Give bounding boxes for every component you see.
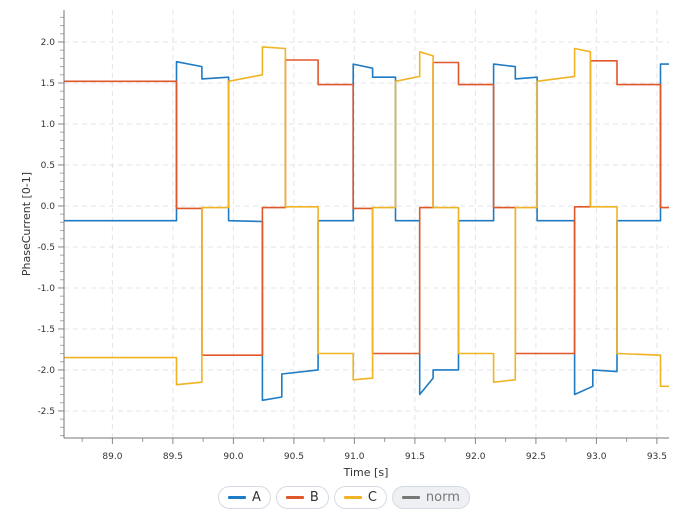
series-line-c bbox=[64, 46, 669, 388]
x-tick-label: 92.5 bbox=[526, 452, 546, 462]
legend: A B C norm bbox=[218, 486, 470, 509]
x-tick-label: 90.5 bbox=[284, 452, 304, 462]
x-axis-label: Time [s] bbox=[343, 466, 389, 479]
x-tick-label: 89.0 bbox=[102, 452, 122, 462]
legend-swatch bbox=[343, 496, 362, 499]
y-tick-label: 0.0 bbox=[41, 202, 56, 212]
legend-label: A bbox=[252, 490, 261, 505]
series-line-b bbox=[64, 59, 669, 356]
legend-swatch bbox=[228, 496, 246, 499]
grid bbox=[64, 10, 669, 438]
legend-item-norm[interactable]: norm bbox=[391, 486, 470, 509]
legend-label: C bbox=[367, 490, 377, 505]
y-tick-label: 2.0 bbox=[41, 38, 56, 48]
legend-label: B bbox=[309, 490, 319, 505]
legend-item-a[interactable]: A bbox=[218, 486, 271, 509]
y-tick-label: -1.0 bbox=[37, 284, 55, 294]
x-tick-label: 92.0 bbox=[465, 452, 485, 462]
y-tick-label: -1.5 bbox=[37, 325, 55, 335]
y-tick-label: -2.0 bbox=[37, 366, 55, 376]
series-lines bbox=[64, 46, 669, 402]
legend-swatch bbox=[401, 496, 420, 499]
axes: 89.0 89.5 90.0 90.5 91.0 91.5 92.0 92.5 93.0 93.5… bbox=[37, 10, 669, 462]
legend-swatch bbox=[285, 496, 304, 499]
y-axis-label: PhaseCurrent [0-1] bbox=[20, 172, 33, 276]
legend-label: norm bbox=[425, 490, 460, 505]
y-tick-label: -0.5 bbox=[37, 243, 55, 253]
series-line-a bbox=[64, 60, 669, 402]
x-tick-label: 89.5 bbox=[163, 452, 183, 462]
x-tick-label: 93.5 bbox=[647, 452, 667, 462]
y-tick-label: 0.5 bbox=[41, 161, 55, 171]
y-tick-label: 1.5 bbox=[41, 79, 55, 89]
legend-item-b[interactable]: B bbox=[275, 486, 329, 509]
legend-item-c[interactable]: C bbox=[333, 486, 387, 509]
y-tick-label: -2.5 bbox=[37, 407, 55, 417]
x-tick-label: 91.0 bbox=[344, 452, 364, 462]
x-tick-label: 90.0 bbox=[223, 452, 243, 462]
y-tick-label: 1.0 bbox=[41, 120, 56, 130]
x-tick-label: 93.0 bbox=[586, 452, 606, 462]
x-tick-label: 91.5 bbox=[405, 452, 425, 462]
